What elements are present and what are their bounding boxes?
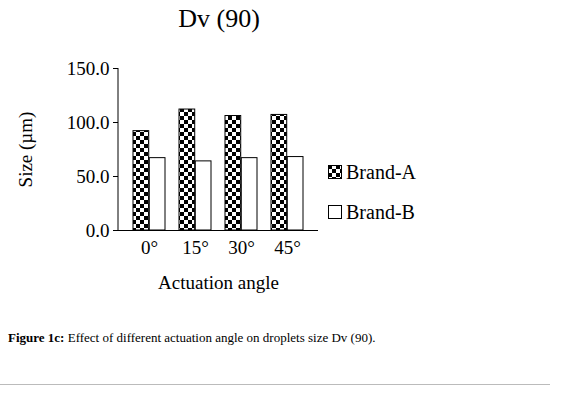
svg-text:30°: 30° — [228, 237, 255, 258]
html-text:Brand-B: Brand-B — [346, 200, 415, 223]
svg-text:45°: 45° — [274, 237, 301, 258]
html-text:Brand-A: Brand-A — [346, 160, 416, 183]
svg-text:Size (µm): Size (µm) — [15, 112, 37, 188]
svg-text:150.0: 150.0 — [67, 58, 110, 79]
svg-text:Actuation angle: Actuation angle — [158, 272, 279, 293]
svg-text:50.0: 50.0 — [76, 166, 109, 187]
svg-text:0°: 0° — [141, 237, 158, 258]
html-text:Figure 1c: Effect of different: Figure 1c: Effect of different actuation… — [8, 330, 376, 345]
svg-text:15°: 15° — [182, 237, 209, 258]
svg-text:0.0: 0.0 — [86, 220, 110, 241]
svg-text:100.0: 100.0 — [67, 112, 110, 133]
html-text:Dv (90): Dv (90) — [178, 4, 260, 33]
